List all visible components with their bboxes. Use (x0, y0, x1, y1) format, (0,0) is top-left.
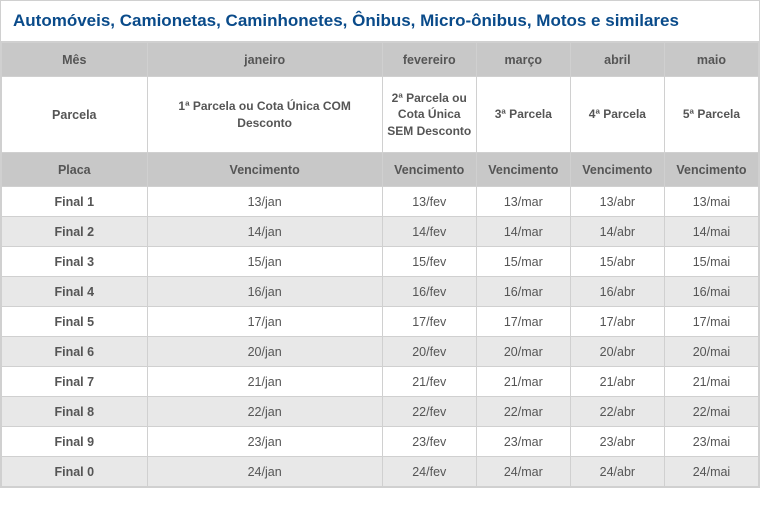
cell-date: 15/abr (570, 247, 664, 277)
cell-date: 14/jan (147, 217, 382, 247)
cell-date: 23/mai (664, 427, 758, 457)
parcela-cell-4: 4ª Parcela (570, 77, 664, 153)
cell-placa: Final 9 (2, 427, 148, 457)
cell-date: 20/jan (147, 337, 382, 367)
cell-date: 14/fev (382, 217, 476, 247)
cell-date: 17/jan (147, 307, 382, 337)
cell-date: 16/abr (570, 277, 664, 307)
cell-date: 16/mai (664, 277, 758, 307)
cell-placa: Final 0 (2, 457, 148, 487)
schedule-table: Mês janeiro fevereiro março abril maio P… (1, 42, 759, 487)
header-parcela-row: Parcela 1ª Parcela ou Cota Única COM Des… (2, 77, 759, 153)
cell-date: 15/jan (147, 247, 382, 277)
cell-date: 24/mar (476, 457, 570, 487)
cell-placa: Final 6 (2, 337, 148, 367)
header-month-jan: janeiro (147, 43, 382, 77)
header-month-mai: maio (664, 43, 758, 77)
cell-placa: Final 7 (2, 367, 148, 397)
cell-date: 20/mai (664, 337, 758, 367)
table-row: Final 315/jan15/fev15/mar15/abr15/mai (2, 247, 759, 277)
header-venc-3: Vencimento (476, 153, 570, 187)
header-months-row: Mês janeiro fevereiro março abril maio (2, 43, 759, 77)
table-row: Final 024/jan24/fev24/mar24/abr24/mai (2, 457, 759, 487)
cell-date: 20/abr (570, 337, 664, 367)
cell-date: 22/mai (664, 397, 758, 427)
table-container: Automóveis, Camionetas, Caminhonetes, Ôn… (0, 0, 760, 488)
cell-date: 13/jan (147, 187, 382, 217)
cell-date: 17/fev (382, 307, 476, 337)
header-venc-2: Vencimento (382, 153, 476, 187)
table-row: Final 517/jan17/fev17/mar17/abr17/mai (2, 307, 759, 337)
cell-date: 23/mar (476, 427, 570, 457)
table-row: Final 923/jan23/fev23/mar23/abr23/mai (2, 427, 759, 457)
cell-date: 15/mar (476, 247, 570, 277)
cell-date: 14/mai (664, 217, 758, 247)
header-parcela-label: Parcela (2, 77, 148, 153)
cell-date: 23/abr (570, 427, 664, 457)
cell-placa: Final 8 (2, 397, 148, 427)
cell-date: 21/jan (147, 367, 382, 397)
cell-placa: Final 5 (2, 307, 148, 337)
cell-date: 21/fev (382, 367, 476, 397)
cell-date: 21/mai (664, 367, 758, 397)
cell-date: 16/mar (476, 277, 570, 307)
header-month-fev: fevereiro (382, 43, 476, 77)
cell-date: 13/abr (570, 187, 664, 217)
cell-date: 16/fev (382, 277, 476, 307)
header-mes: Mês (2, 43, 148, 77)
cell-date: 21/abr (570, 367, 664, 397)
table-row: Final 620/jan20/fev20/mar20/abr20/mai (2, 337, 759, 367)
cell-date: 13/fev (382, 187, 476, 217)
cell-placa: Final 4 (2, 277, 148, 307)
parcela-cell-1: 1ª Parcela ou Cota Única COM Desconto (147, 77, 382, 153)
page-title: Automóveis, Camionetas, Caminhonetes, Ôn… (13, 11, 747, 31)
cell-date: 21/mar (476, 367, 570, 397)
table-row: Final 721/jan21/fev21/mar21/abr21/mai (2, 367, 759, 397)
cell-date: 13/mai (664, 187, 758, 217)
header-placa-label: Placa (2, 153, 148, 187)
table-row: Final 822/jan22/fev22/mar22/abr22/mai (2, 397, 759, 427)
cell-date: 22/jan (147, 397, 382, 427)
title-row: Automóveis, Camionetas, Caminhonetes, Ôn… (1, 1, 759, 42)
cell-date: 14/mar (476, 217, 570, 247)
header-month-abr: abril (570, 43, 664, 77)
header-venc-1: Vencimento (147, 153, 382, 187)
cell-date: 14/abr (570, 217, 664, 247)
cell-date: 24/mai (664, 457, 758, 487)
cell-date: 23/jan (147, 427, 382, 457)
cell-date: 17/mar (476, 307, 570, 337)
cell-placa: Final 1 (2, 187, 148, 217)
parcela-cell-3: 3ª Parcela (476, 77, 570, 153)
cell-placa: Final 3 (2, 247, 148, 277)
header-month-mar: março (476, 43, 570, 77)
cell-date: 17/abr (570, 307, 664, 337)
cell-date: 16/jan (147, 277, 382, 307)
cell-date: 13/mar (476, 187, 570, 217)
cell-date: 17/mai (664, 307, 758, 337)
cell-date: 24/jan (147, 457, 382, 487)
header-placa-row: Placa Vencimento Vencimento Vencimento V… (2, 153, 759, 187)
cell-date: 15/fev (382, 247, 476, 277)
header-venc-5: Vencimento (664, 153, 758, 187)
cell-date: 20/mar (476, 337, 570, 367)
cell-date: 20/fev (382, 337, 476, 367)
cell-date: 15/mai (664, 247, 758, 277)
cell-placa: Final 2 (2, 217, 148, 247)
parcela-cell-5: 5ª Parcela (664, 77, 758, 153)
parcela-cell-2: 2ª Parcela ou Cota Única SEM Desconto (382, 77, 476, 153)
header-venc-4: Vencimento (570, 153, 664, 187)
table-body: Final 113/jan13/fev13/mar13/abr13/maiFin… (2, 187, 759, 487)
cell-date: 23/fev (382, 427, 476, 457)
table-row: Final 113/jan13/fev13/mar13/abr13/mai (2, 187, 759, 217)
cell-date: 22/mar (476, 397, 570, 427)
table-row: Final 214/jan14/fev14/mar14/abr14/mai (2, 217, 759, 247)
cell-date: 22/abr (570, 397, 664, 427)
cell-date: 22/fev (382, 397, 476, 427)
table-row: Final 416/jan16/fev16/mar16/abr16/mai (2, 277, 759, 307)
cell-date: 24/fev (382, 457, 476, 487)
cell-date: 24/abr (570, 457, 664, 487)
